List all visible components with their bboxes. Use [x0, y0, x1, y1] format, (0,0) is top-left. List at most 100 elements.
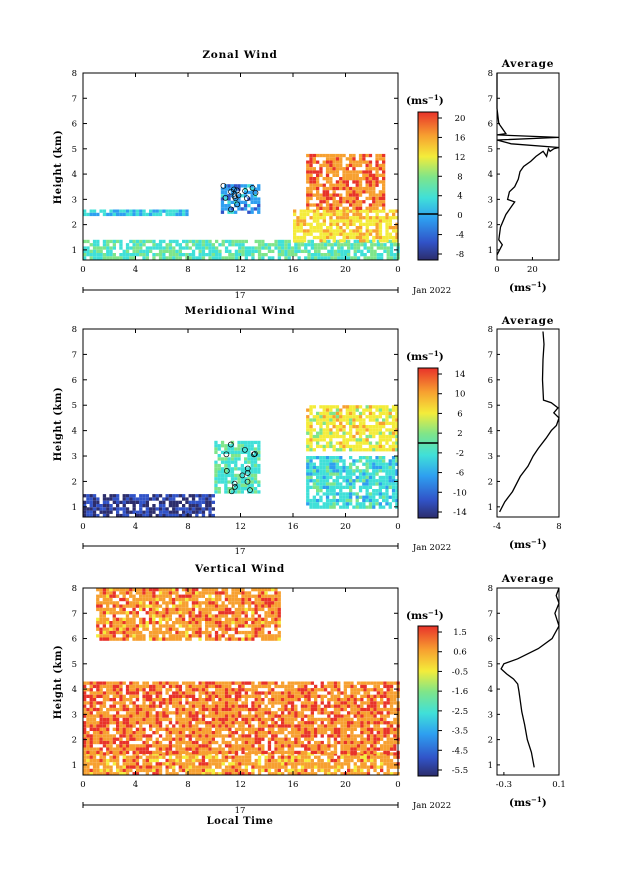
heatmap-cell: [287, 750, 291, 755]
heatmap-cell: [175, 721, 179, 725]
heatmap-cell: [218, 727, 222, 731]
heatmap-cell: [83, 253, 87, 257]
heatmap-cell: [335, 448, 340, 452]
heatmap-cell: [366, 681, 371, 685]
heatmap-cell: [349, 475, 353, 480]
heatmap-cell: [356, 246, 361, 250]
heatmap-cell: [162, 747, 166, 751]
heatmap-cell: [329, 415, 333, 419]
heatmap-cell: [360, 694, 364, 698]
heatmap-cell: [312, 418, 316, 422]
heatmap-cell: [309, 431, 313, 435]
heatmap-cell: [383, 762, 387, 766]
heatmap-cell: [345, 492, 349, 496]
heatmap-cell: [342, 239, 346, 243]
heatmap-cell: [368, 186, 373, 191]
heatmap-cell: [205, 772, 209, 776]
heatmap-cell: [257, 210, 261, 214]
heatmap-cell: [99, 604, 103, 608]
heatmap-cell: [309, 232, 313, 236]
heatmap-cell: [250, 447, 254, 451]
heatmap-cell: [316, 498, 320, 503]
heatmap-cell: [205, 497, 209, 501]
heatmap-cell: [388, 502, 392, 506]
heatmap-cell: [320, 762, 324, 766]
heatmap-cell: [168, 510, 173, 514]
heatmap-cell: [376, 707, 380, 712]
heatmap-cell: [362, 482, 366, 486]
heatmap-cell: [363, 256, 367, 260]
heatmap-cell: [237, 454, 241, 458]
heatmap-cell: [323, 256, 328, 260]
heatmap-cell: [106, 637, 110, 641]
heatmap-cell: [224, 768, 229, 773]
heatmap-cell: [254, 765, 258, 769]
profile-y-tick-label: 7: [488, 94, 493, 104]
heatmap-cell: [366, 704, 371, 708]
heatmap-cell: [355, 186, 359, 191]
heatmap-cell: [261, 744, 265, 748]
heatmap-cell: [231, 243, 235, 247]
heatmap-cell: [320, 256, 324, 260]
heatmap-cell: [347, 249, 351, 253]
heatmap-cell: [257, 204, 261, 208]
heatmap-cell: [355, 459, 359, 463]
heatmap-cell: [208, 681, 212, 685]
heatmap-cell: [345, 405, 349, 409]
heatmap-cell: [142, 681, 146, 685]
heatmap-cell: [281, 243, 285, 247]
heatmap-cell: [253, 190, 258, 195]
heatmap-cell: [356, 744, 361, 748]
heatmap-cell: [314, 721, 318, 725]
heatmap-cell: [195, 239, 199, 244]
heatmap-cell: [376, 694, 380, 698]
heatmap-cell: [352, 235, 356, 240]
heatmap-cell: [271, 694, 275, 698]
heatmap-cell: [168, 731, 173, 735]
heatmap-cell: [254, 737, 258, 741]
heatmap-cell: [322, 421, 326, 425]
heatmap-cell: [358, 206, 363, 210]
heatmap-cell: [234, 740, 239, 745]
heatmap-cell: [112, 701, 116, 705]
heatmap-cell: [142, 634, 146, 638]
heatmap-cell: [347, 239, 351, 244]
heatmap-cell: [115, 604, 120, 608]
heatmap-cell: [383, 243, 387, 247]
heatmap-cell: [306, 153, 310, 158]
heatmap-cell: [119, 707, 123, 712]
heatmap-cell: [350, 717, 354, 722]
heatmap-cell: [393, 256, 397, 260]
heatmap-cell: [382, 160, 386, 164]
heatmap-cell: [224, 758, 229, 763]
heatmap-cell: [271, 727, 275, 731]
heatmap-cell: [122, 750, 126, 755]
heatmap-cell: [191, 734, 196, 738]
heatmap-cell: [247, 460, 251, 464]
heatmap-cell: [175, 740, 179, 745]
heatmap-cell: [281, 744, 285, 748]
heatmap-cell: [152, 707, 156, 712]
heatmap-cell: [319, 456, 323, 460]
heatmap-cell: [335, 469, 340, 473]
profile-y-tick-label: 4: [488, 427, 493, 437]
heatmap-cell: [372, 200, 376, 204]
heatmap-cell: [339, 482, 343, 486]
heatmap-cell: [191, 701, 196, 705]
heatmap-cell: [96, 765, 100, 769]
heatmap-cell: [218, 758, 222, 763]
heatmap-cell: [326, 212, 330, 217]
heatmap-cell: [372, 465, 376, 470]
heatmap-cell: [102, 617, 106, 621]
heatmap-cell: [332, 232, 336, 236]
heatmap-cell: [168, 750, 173, 755]
heatmap-cell: [386, 731, 390, 735]
heatmap-cell: [337, 755, 341, 759]
heatmap-cell: [195, 513, 199, 518]
heatmap-cell: [306, 170, 310, 174]
heatmap-cell: [317, 704, 321, 708]
heatmap-cell: [208, 737, 212, 741]
heatmap-cell: [306, 206, 310, 210]
heatmap-cell: [329, 408, 333, 412]
heatmap-cell: [383, 772, 387, 776]
